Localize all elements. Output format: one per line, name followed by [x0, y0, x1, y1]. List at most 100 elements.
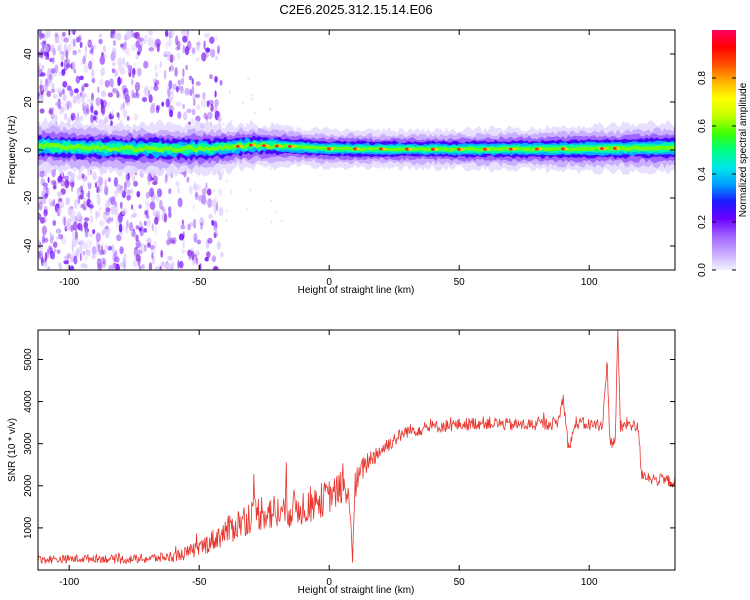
- noise-blob: [145, 191, 150, 199]
- noise-blob: [170, 263, 174, 270]
- noise-blob: [78, 186, 81, 192]
- noise-blob: [138, 227, 142, 232]
- x-tick-label: -50: [192, 577, 207, 588]
- noise-blob: [100, 70, 104, 78]
- noise-blob: [211, 255, 217, 263]
- spectral-peak-halo: [538, 147, 543, 151]
- noise-blob: [91, 57, 94, 64]
- noise-blob: [206, 188, 212, 196]
- noise-blob: [116, 32, 122, 41]
- noise-blob: [161, 206, 165, 211]
- noise-blob: [63, 103, 67, 111]
- noise-blob: [132, 175, 136, 183]
- noise-blob: [194, 93, 201, 99]
- noise-blob: [135, 234, 139, 242]
- noise-blob: [99, 249, 105, 256]
- noise-blob: [54, 32, 59, 38]
- noise-blob: [168, 66, 171, 72]
- noise-blob: [171, 89, 174, 100]
- noise-blob: [175, 35, 179, 46]
- noise-blob: [208, 214, 213, 219]
- noise-blob: [138, 37, 144, 42]
- noise-blob: [99, 55, 106, 65]
- noise-blob: [41, 225, 48, 236]
- noise-blob: [122, 108, 128, 119]
- noise-blob: [120, 201, 123, 209]
- noise-blob: [184, 88, 190, 96]
- noise-blob: [214, 35, 218, 42]
- noise-blob: [60, 55, 65, 61]
- noise-blob: [149, 85, 155, 91]
- noise-blob: [80, 239, 86, 250]
- noise-blob: [81, 60, 84, 66]
- noise-blob: [47, 266, 51, 270]
- noise-blob: [177, 197, 183, 208]
- noise-blob: [153, 85, 159, 91]
- noise-blob: [149, 187, 155, 198]
- noise-blob: [91, 253, 96, 260]
- noise-blob: [111, 110, 114, 117]
- noise-blob: [51, 82, 55, 91]
- noise-blob: [79, 253, 82, 262]
- noise-blob: [69, 216, 75, 223]
- spectral-peak-marker: [600, 147, 605, 151]
- noise-blob: [58, 198, 63, 203]
- noise-blob: [138, 204, 142, 209]
- noise-blob: [107, 92, 114, 98]
- noise-blob: [208, 36, 215, 44]
- noise-blob: [88, 98, 94, 105]
- noise-blob: [109, 78, 114, 88]
- noise-blob: [60, 61, 64, 67]
- noise-blob: [156, 104, 161, 111]
- snr-frame: [37, 329, 676, 571]
- noise-blob: [40, 96, 44, 101]
- spectral-peak-halo: [486, 148, 491, 151]
- noise-blob: [79, 41, 83, 48]
- noise-blob: [186, 108, 192, 113]
- noise-blob: [53, 248, 57, 253]
- spectral-peak-marker: [353, 147, 358, 151]
- noise-blob: [222, 169, 225, 173]
- noise-blob: [246, 207, 249, 211]
- noise-blob: [43, 45, 49, 53]
- noise-blob: [123, 253, 127, 261]
- noise-blob: [80, 263, 87, 269]
- noise-blob: [118, 66, 121, 71]
- noise-blob: [151, 103, 156, 108]
- noise-blob: [195, 41, 201, 46]
- noise-blob: [153, 107, 156, 113]
- noise-blob: [78, 223, 83, 229]
- noise-blob: [147, 39, 151, 47]
- noise-blob: [107, 200, 111, 207]
- noise-blob: [230, 119, 233, 123]
- noise-blob: [58, 233, 64, 240]
- noise-blob: [167, 87, 171, 98]
- noise-blob: [113, 262, 117, 269]
- noise-blob: [98, 38, 103, 45]
- noise-blob: [53, 72, 58, 77]
- noise-blob: [96, 98, 101, 108]
- noise-blob: [81, 92, 87, 99]
- noise-blob: [114, 206, 118, 215]
- noise-blob: [136, 191, 141, 198]
- noise-blob: [149, 39, 155, 50]
- noise-blob: [275, 210, 278, 214]
- y-tick-label: 40: [23, 48, 34, 60]
- noise-blob: [143, 39, 147, 44]
- colorbar-tick-label: 0.2: [697, 215, 708, 229]
- noise-blob: [87, 39, 92, 48]
- noise-blob: [196, 45, 200, 53]
- noise-blob: [73, 255, 78, 265]
- noise-blob: [168, 80, 173, 90]
- noise-blob: [124, 94, 131, 104]
- noise-blob: [172, 83, 177, 91]
- noise-blob: [116, 234, 122, 242]
- noise-blob: [95, 97, 101, 106]
- noise-blob: [101, 105, 106, 114]
- noise-blob: [206, 251, 211, 259]
- noise-blob: [196, 184, 202, 192]
- noise-blob: [95, 232, 101, 242]
- noise-blob: [49, 107, 55, 112]
- noise-blob: [151, 223, 154, 232]
- noise-blob: [100, 90, 106, 98]
